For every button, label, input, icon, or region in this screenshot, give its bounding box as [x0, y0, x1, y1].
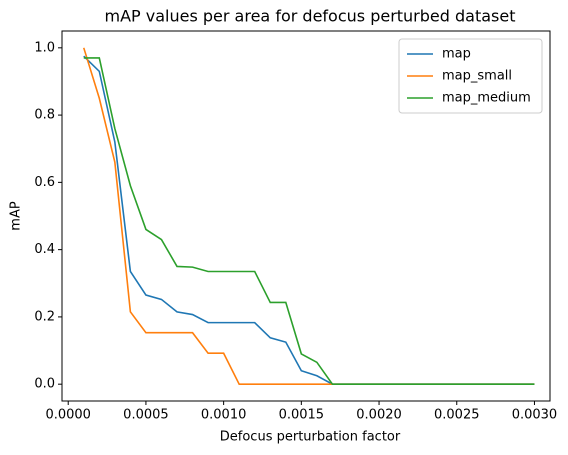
x-tick-label: 0.0000: [45, 408, 91, 423]
legend-label: map_medium: [442, 91, 531, 106]
series-line: [83, 57, 535, 385]
legend-label: map: [442, 47, 471, 62]
y-tick-label: 0.6: [34, 175, 55, 190]
legend-box: [398, 38, 543, 114]
x-axis-label: Defocus perturbation factor: [220, 430, 401, 445]
chart-title: mAP values per area for defocus perturbe…: [105, 7, 516, 26]
series-line: [83, 55, 535, 385]
x-tick-label: 0.0015: [279, 408, 325, 423]
legend: map map_small map_medium: [398, 38, 543, 114]
x-tick-label: 0.0025: [434, 408, 480, 423]
legend-label: map_small: [442, 69, 512, 84]
x-tick-label: 0.0005: [123, 408, 169, 423]
y-tick-label: 0.0: [34, 377, 55, 392]
x-tick-label: 0.0010: [201, 408, 247, 423]
x-tick-label: 0.0030: [512, 408, 558, 423]
y-tick-label: 0.4: [34, 242, 55, 257]
y-tick-label: 1.0: [34, 40, 55, 55]
y-axis-label: mAP: [9, 201, 24, 231]
y-tick-label: 0.8: [34, 108, 55, 123]
plot-frame: [61, 30, 551, 402]
x-tick-label: 0.0020: [356, 408, 402, 423]
y-tick-label: 0.2: [34, 309, 55, 324]
series-line: [82, 47, 535, 385]
